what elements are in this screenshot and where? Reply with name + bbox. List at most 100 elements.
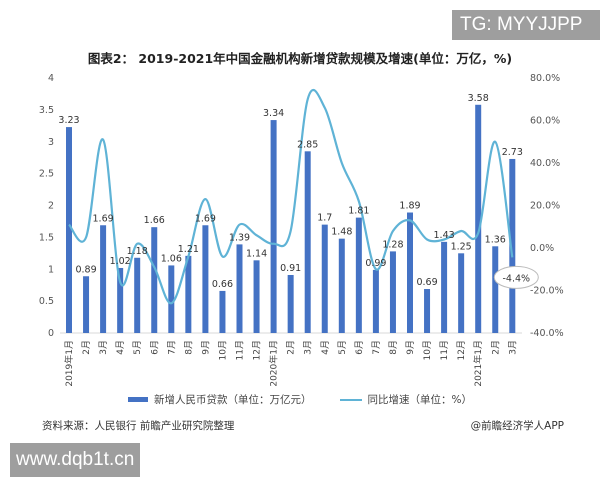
bar-value-label: 1.02 bbox=[110, 256, 131, 267]
bar bbox=[168, 265, 175, 333]
bar bbox=[509, 158, 516, 333]
bar-value-label: 1.81 bbox=[348, 206, 369, 217]
bar bbox=[389, 251, 396, 333]
x-axis-tick: 10月 bbox=[422, 340, 433, 360]
bar-value-label: 1.48 bbox=[331, 227, 352, 238]
x-axis-tick: 2021年1月 bbox=[472, 340, 484, 387]
left-axis-tick: 2.5 bbox=[39, 169, 54, 180]
x-axis-tick: 7月 bbox=[166, 340, 177, 355]
bar-value-label: 3.34 bbox=[263, 108, 284, 119]
bar-value-label: 1.66 bbox=[144, 215, 165, 226]
x-axis-tick: 12月 bbox=[456, 340, 467, 360]
bar-value-label: 1.89 bbox=[399, 201, 420, 212]
bar-value-label: 1.28 bbox=[382, 239, 403, 250]
bar bbox=[475, 104, 482, 334]
x-axis-tick: 2月 bbox=[81, 340, 92, 355]
chart-title: 图表2： 2019-2021年中国金融机构新增贷款规模及增速(单位：万亿，%) bbox=[87, 51, 513, 66]
x-axis-tick: 8月 bbox=[183, 340, 194, 355]
bar bbox=[321, 224, 328, 333]
bar bbox=[355, 217, 362, 333]
legend-line-label: 同比增速（单位：%） bbox=[367, 394, 472, 406]
bar-value-label: 1.21 bbox=[178, 244, 199, 255]
x-axis-tick: 4月 bbox=[320, 340, 331, 355]
bar-value-label: 1.69 bbox=[93, 213, 114, 224]
bar bbox=[441, 241, 448, 333]
x-axis-tick: 10月 bbox=[217, 340, 228, 360]
bar bbox=[151, 227, 158, 333]
x-axis-tick: 2019年1月 bbox=[63, 340, 75, 387]
legend-bar-label: 新增人民币贷款（单位：万亿元） bbox=[154, 394, 312, 406]
bar-value-label: 0.91 bbox=[280, 263, 301, 274]
right-axis-tick: 0.0% bbox=[530, 243, 554, 254]
right-axis-tick: 40.0% bbox=[530, 158, 560, 169]
bar bbox=[236, 244, 243, 333]
bar bbox=[407, 212, 413, 333]
line-swatch-icon bbox=[339, 398, 362, 401]
right-axis-tick: 20.0% bbox=[530, 201, 560, 212]
x-axis-tick: 6月 bbox=[149, 340, 160, 355]
x-axis-tick: 2020年1月 bbox=[268, 340, 280, 387]
bar bbox=[338, 238, 345, 333]
bar bbox=[287, 274, 294, 333]
bar-value-label: 1.39 bbox=[229, 232, 250, 243]
bar-value-label: 3.23 bbox=[58, 115, 79, 126]
site-watermark: www.dqb1t.cn bbox=[10, 443, 140, 477]
x-axis-tick: 11月 bbox=[235, 340, 246, 360]
bar bbox=[458, 253, 465, 333]
bar-value-label: 0.89 bbox=[75, 264, 96, 275]
x-axis-tick: 9月 bbox=[200, 340, 211, 355]
x-axis-tick: 3月 bbox=[303, 340, 314, 355]
annotation-label: -4.4% bbox=[503, 273, 531, 284]
bar bbox=[83, 276, 90, 333]
left-axis-tick: 3 bbox=[48, 137, 54, 148]
left-axis-tick: 1.5 bbox=[39, 232, 54, 243]
x-axis-tick: 11月 bbox=[439, 340, 450, 360]
bar-value-label: 1.43 bbox=[434, 230, 455, 241]
bar bbox=[270, 120, 277, 333]
bar-value-label: 0.99 bbox=[365, 258, 386, 269]
left-axis-tick: 0 bbox=[48, 328, 54, 339]
bar bbox=[424, 289, 431, 333]
bar-value-label: 1.25 bbox=[451, 241, 472, 252]
bar bbox=[66, 127, 72, 334]
bar-value-label: 1.18 bbox=[127, 246, 148, 257]
legend-item-line: 同比增速（单位：%） bbox=[339, 392, 472, 407]
bar-value-label: 1.69 bbox=[195, 213, 216, 224]
left-axis-tick: 2 bbox=[48, 201, 54, 212]
x-axis-tick: 2月 bbox=[286, 340, 297, 355]
x-axis-tick: 4月 bbox=[115, 340, 126, 355]
bar-value-label: 0.66 bbox=[212, 279, 233, 290]
legend-item-bar: 新增人民币贷款（单位：万亿元） bbox=[128, 392, 312, 407]
combo-chart: 0 0.5 1 1.5 2 2.5 3 3.5 4 -40.0% -20.0% 0.0% 20.0% 40… bbox=[39, 73, 564, 387]
right-axis-tick: -40.0% bbox=[530, 328, 564, 339]
bar bbox=[304, 151, 311, 333]
left-axis-tick: 0.5 bbox=[39, 296, 54, 307]
x-axis-tick: 3月 bbox=[98, 340, 109, 355]
x-axis-tick: 5月 bbox=[337, 340, 348, 355]
x-axis-tick: 2月 bbox=[490, 340, 501, 355]
bar-swatch-icon bbox=[128, 397, 148, 402]
credit-text: @前瞻经济学人APP bbox=[470, 420, 564, 432]
data-source: 资料来源：人民银行 前瞻产业研究院整理 bbox=[42, 420, 235, 432]
left-axis-tick: 4 bbox=[48, 73, 54, 84]
chart-legend: 新增人民币贷款（单位：万亿元） 同比增速（单位：%） bbox=[0, 392, 600, 407]
bar bbox=[253, 260, 260, 333]
x-axis-tick: 9月 bbox=[405, 340, 416, 355]
left-axis-tick: 3.5 bbox=[39, 105, 54, 116]
bar bbox=[185, 255, 192, 333]
bar-value-label: 2.85 bbox=[297, 139, 318, 150]
bar bbox=[134, 257, 141, 333]
bar-value-label: 1.36 bbox=[485, 234, 506, 245]
annotation-bubble bbox=[493, 265, 539, 289]
right-axis-tick: 60.0% bbox=[530, 116, 560, 127]
right-axis-tick: 80.0% bbox=[530, 73, 560, 84]
bar bbox=[100, 225, 107, 333]
bar bbox=[492, 246, 499, 333]
bar bbox=[372, 269, 379, 333]
bar-value-label: 1.7 bbox=[317, 213, 332, 224]
bar-value-label: 1.14 bbox=[246, 248, 267, 259]
right-axis-tick: -20.0% bbox=[530, 286, 564, 297]
x-axis-tick: 8月 bbox=[388, 340, 399, 355]
bar bbox=[202, 225, 209, 333]
growth-line bbox=[68, 89, 514, 305]
